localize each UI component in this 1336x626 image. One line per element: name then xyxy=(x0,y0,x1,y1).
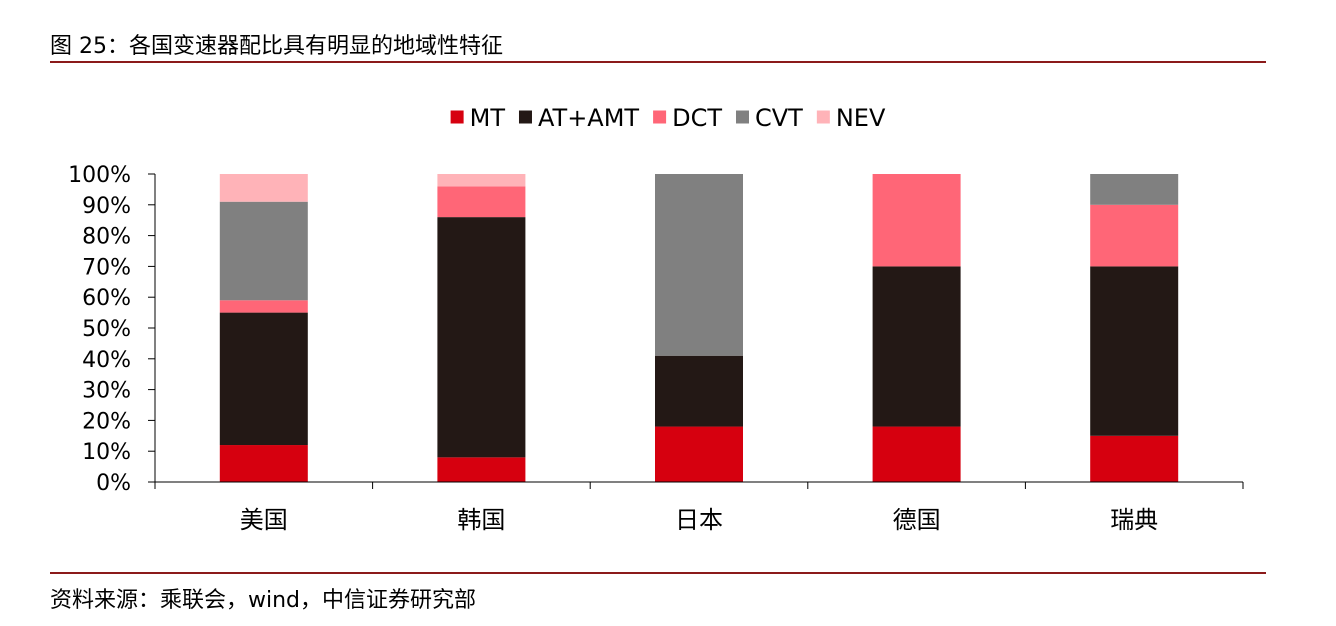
bar-mt-4 xyxy=(1090,435,1179,482)
bar-at-amt-4 xyxy=(1090,266,1179,436)
legend-label: NEV xyxy=(836,104,886,132)
legend-label: AT+AMT xyxy=(538,104,639,132)
bar-at-amt-0 xyxy=(219,312,308,446)
bar-dct-1 xyxy=(437,186,526,218)
bar-cvt-2 xyxy=(655,174,743,356)
bar-at-amt-2 xyxy=(655,355,743,427)
y-tick-label: 80% xyxy=(82,225,131,250)
legend-swatch-dct xyxy=(653,110,667,124)
y-tick-label: 100% xyxy=(68,163,131,188)
x-tick-label: 瑞典 xyxy=(1110,506,1158,534)
title-divider xyxy=(50,61,1266,63)
bar-mt-3 xyxy=(872,426,961,482)
x-tick-label: 日本 xyxy=(675,506,723,534)
legend-swatch-nev xyxy=(816,110,830,124)
y-tick-label: 10% xyxy=(82,440,131,465)
bar-nev-0 xyxy=(219,174,308,202)
x-tick-label: 美国 xyxy=(240,506,288,534)
bar-cvt-4 xyxy=(1090,174,1179,205)
figure-title: 图 25：各国变速器配比具有明显的地域性特征 xyxy=(50,34,503,59)
legend-swatch-at-amt xyxy=(518,110,532,124)
legend-swatch-mt xyxy=(450,110,464,124)
figure-source: 资料来源：乘联会，wind，中信证券研究部 xyxy=(50,588,477,613)
y-tick-label: 20% xyxy=(82,409,131,434)
y-tick-label: 70% xyxy=(82,255,131,280)
chart-legend: MT AT+AMT DCT CVT NEV xyxy=(450,104,886,132)
bar-nev-1 xyxy=(437,174,526,187)
legend-label: DCT xyxy=(672,104,722,132)
y-tick-label: 60% xyxy=(82,286,131,311)
source-divider xyxy=(50,572,1266,574)
bar-mt-1 xyxy=(437,457,526,482)
y-tick-label: 50% xyxy=(82,317,131,342)
legend-swatch-cvt xyxy=(736,110,749,124)
chart-bars xyxy=(219,174,1179,482)
bar-cvt-0 xyxy=(219,201,308,301)
bar-dct-0 xyxy=(219,300,308,313)
bar-at-amt-3 xyxy=(872,266,961,427)
bar-dct-4 xyxy=(1090,204,1179,267)
bar-mt-0 xyxy=(219,445,308,482)
y-tick-label: 30% xyxy=(82,379,131,404)
legend-label: MT xyxy=(470,104,506,132)
x-tick-label: 韩国 xyxy=(457,506,505,534)
y-tick-label: 40% xyxy=(82,348,131,373)
bar-at-amt-1 xyxy=(437,217,526,458)
chart-axes: 美国 韩国 日本 德国 瑞典 0% 10% 20% 30% 40% 50% 60% 70% 80% 90% 1… xyxy=(68,163,1244,534)
legend-label: CVT xyxy=(755,104,803,132)
y-tick-label: 0% xyxy=(96,471,131,496)
y-tick-label: 90% xyxy=(82,194,131,219)
x-tick-label: 德国 xyxy=(893,506,941,534)
bar-dct-3 xyxy=(872,174,961,267)
bar-mt-2 xyxy=(655,426,743,482)
